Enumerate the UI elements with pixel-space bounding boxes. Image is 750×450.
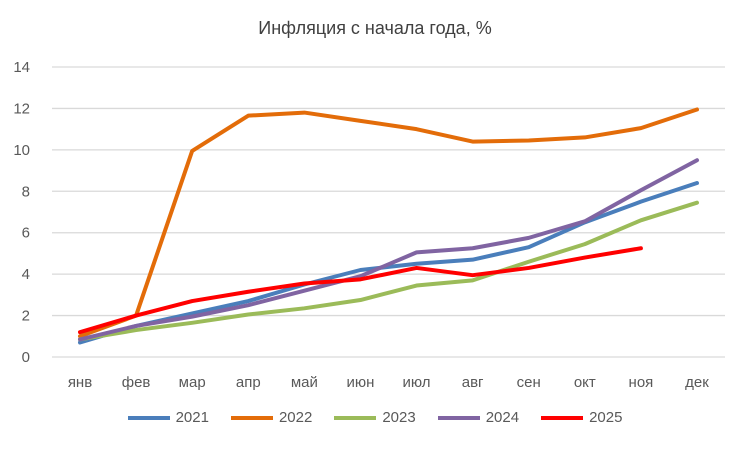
y-tick-label: 4: [22, 266, 30, 283]
x-tick-label: май: [291, 374, 318, 391]
legend-item-2024: 2024: [437, 409, 520, 426]
x-tick-label: ноя: [629, 374, 654, 391]
x-tick-label: фев: [122, 374, 151, 391]
y-tick-label: 14: [13, 59, 30, 76]
legend-label: 2021: [175, 409, 209, 426]
chart-title: Инфляция с начала года, %: [258, 18, 492, 38]
y-tick-label: 6: [22, 225, 30, 242]
legend: 2021 2022 2023 2024 2025: [0, 409, 750, 426]
legend-item-2022: 2022: [230, 409, 313, 426]
y-tick-label: 2: [22, 308, 30, 325]
series-line-2022: [78, 107, 699, 339]
y-tick-label: 0: [22, 349, 30, 366]
legend-swatch: [230, 415, 273, 420]
legend-item-2025: 2025: [541, 409, 622, 426]
series-line-2021: [78, 181, 699, 345]
legend-item-2023: 2023: [334, 409, 416, 426]
x-tick-label: июл: [403, 374, 431, 391]
legend-item-2021: 2021: [127, 409, 209, 426]
series-line-2024: [78, 158, 699, 342]
series-line-2023: [78, 200, 699, 342]
x-tick-label: июн: [346, 374, 374, 391]
legend-swatch: [541, 415, 584, 420]
legend-label: 2024: [485, 409, 520, 426]
x-tick-label: апр: [236, 374, 261, 391]
legend-label: 2023: [382, 409, 416, 426]
y-tick-label: 8: [22, 183, 30, 200]
x-tick-label: окт: [574, 374, 596, 391]
legend-swatch: [437, 415, 480, 420]
series-line-2025: [78, 246, 643, 335]
y-tick-label: 10: [13, 142, 30, 159]
x-tick-label: авг: [462, 374, 484, 391]
legend-swatch: [334, 415, 377, 420]
x-tick-label: мар: [179, 374, 206, 391]
x-tick-label: янв: [68, 374, 92, 391]
legend-label: 2025: [589, 409, 623, 426]
x-tick-label: сен: [517, 374, 541, 391]
y-tick-label: 12: [13, 100, 30, 117]
legend-label: 2022: [278, 409, 313, 426]
legend-swatch: [127, 415, 170, 420]
x-tick-label: дек: [685, 374, 709, 391]
